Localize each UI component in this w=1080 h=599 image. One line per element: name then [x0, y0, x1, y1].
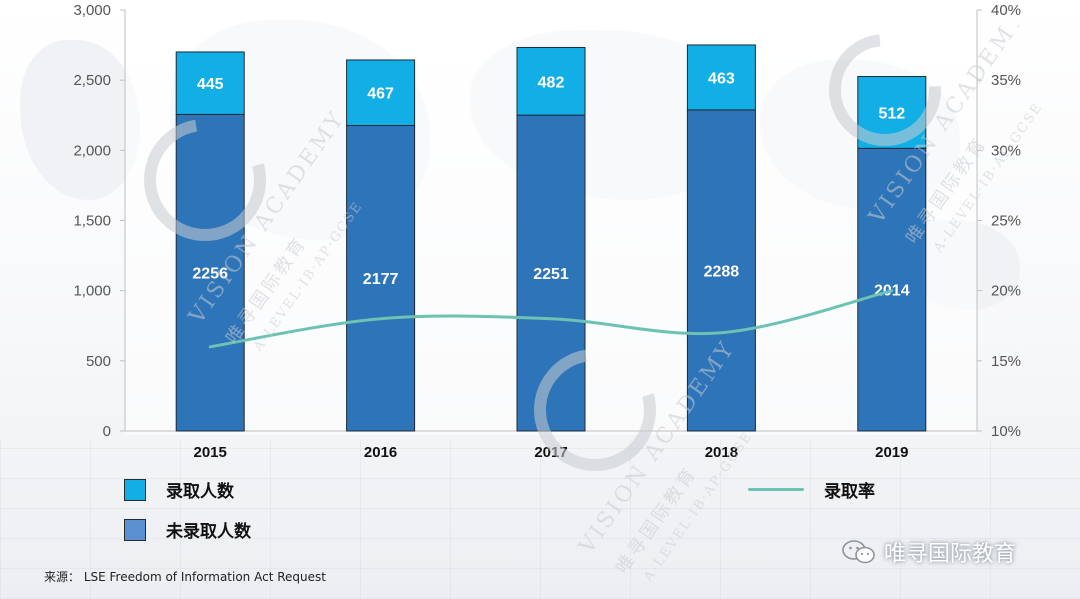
x-tick-label: 2018	[705, 444, 738, 461]
data-label-rejected: 2288	[704, 263, 740, 280]
x-tick-label: 2019	[875, 444, 908, 461]
y-tick-label-left: 3,000	[73, 2, 111, 19]
bar-admitted	[516, 46, 586, 116]
y-tick-label-right: 25%	[991, 213, 1021, 230]
legend-item-admitted: 录取人数	[124, 477, 234, 502]
y-tick-label-right: 10%	[991, 423, 1021, 440]
y-tick-label-right: 40%	[991, 2, 1021, 19]
legend-label-admitted: 录取人数	[166, 482, 234, 502]
legend-item-rejected: 未录取人数	[124, 517, 251, 542]
data-label-rejected: 2177	[363, 271, 399, 288]
legend-label-rejected: 未录取人数	[166, 522, 251, 542]
y-tick-label-right: 15%	[991, 353, 1021, 370]
data-label-admitted: 445	[197, 76, 224, 93]
legend-swatch-rejected	[124, 518, 146, 541]
source-note: 来源： LSE Freedom of Information Act Reque…	[44, 570, 326, 584]
x-tick-label: 2016	[364, 444, 397, 461]
y-tick-label-left: 1,500	[73, 213, 111, 230]
y-tick-label-right: 30%	[991, 142, 1021, 159]
chart: 0 500 1,000 1,500 2,000 2,500 3,000 10% 15% 20% 25…	[73, 2, 1021, 461]
bar-rejected	[686, 109, 756, 432]
data-label-admitted: 467	[367, 86, 394, 103]
bar-admitted	[175, 51, 245, 115]
data-label-admitted: 482	[538, 74, 565, 91]
y-tick-label-right: 20%	[991, 283, 1021, 300]
y-tick-label-left: 0	[103, 423, 111, 440]
legend-swatch-admitted	[124, 478, 146, 501]
data-label-rejected: 2251	[533, 266, 569, 283]
y-tick-label-left: 1,000	[73, 283, 111, 300]
brand-name: 唯寻国际教育	[884, 542, 1017, 567]
data-label-admitted: 463	[708, 70, 735, 87]
y-tick-label-right: 35%	[991, 72, 1021, 89]
brand-badge: 唯寻国际教育	[842, 536, 1016, 568]
y-tick-label-left: 2,500	[73, 72, 111, 89]
y-tick-label-left: 500	[86, 353, 111, 370]
bar-admitted	[686, 44, 756, 111]
legend-swatch-rate	[748, 488, 804, 491]
y-tick-label-left: 2,000	[73, 142, 111, 159]
legend-label-rate: 录取率	[824, 482, 875, 502]
data-label-admitted: 512	[878, 105, 905, 122]
bar-rejected	[857, 147, 927, 432]
world-map-shape	[20, 40, 140, 200]
wechat-icon	[842, 540, 875, 564]
bar-admitted	[346, 59, 416, 126]
legend-item-rate: 录取率	[748, 477, 875, 502]
x-tick-label: 2017	[534, 444, 567, 461]
data-label-rejected: 2256	[192, 266, 228, 283]
x-tick-label: 2015	[194, 444, 227, 461]
